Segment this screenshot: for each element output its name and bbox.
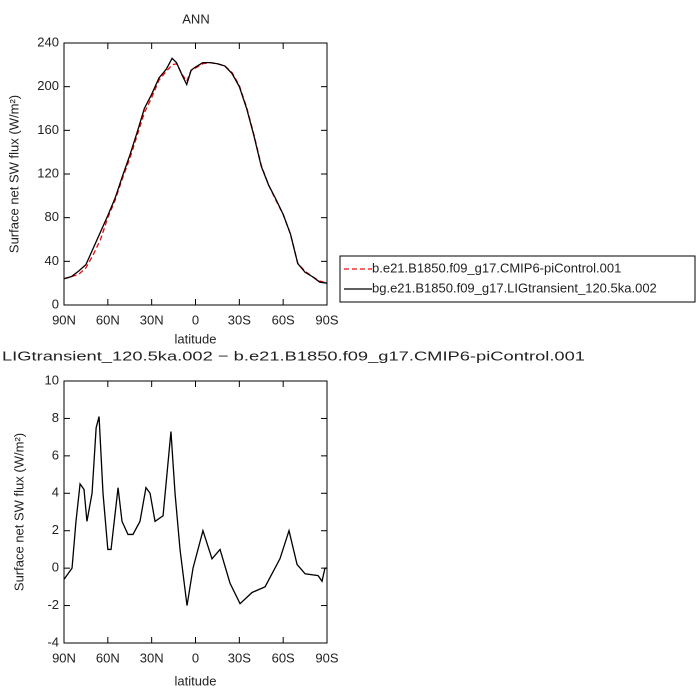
y-tick-label: 120 xyxy=(37,165,59,180)
y-tick-label: 4 xyxy=(52,485,59,500)
y-tick-label: 80 xyxy=(45,209,59,224)
x-tick-label: 90N xyxy=(52,650,76,665)
x-tick-label: 30N xyxy=(140,650,164,665)
chart-title: LIGtransient_120.5ka.002 − b.e21.B1850.f… xyxy=(2,348,585,363)
x-tick-label: 90N xyxy=(52,312,76,327)
y-tick-label: 2 xyxy=(52,522,59,537)
y-tick-label: 200 xyxy=(37,78,59,93)
y-tick-label: 160 xyxy=(37,122,59,137)
x-tick-label: 30S xyxy=(228,312,251,327)
y-tick-label: -4 xyxy=(47,634,59,649)
y-tick-label: -2 xyxy=(47,597,59,612)
x-tick-label: 60N xyxy=(96,312,120,327)
x-axis-label: latitude xyxy=(175,331,217,346)
chart-title: ANN xyxy=(182,11,209,26)
y-axis-label: Surface net SW flux (W/m²) xyxy=(6,95,21,253)
x-tick-label: 30S xyxy=(228,650,251,665)
data-line xyxy=(63,57,328,284)
x-axis-label: latitude xyxy=(175,673,217,688)
x-tick-label: 60S xyxy=(272,312,295,327)
y-tick-label: 0 xyxy=(52,296,59,311)
x-tick-label: 0 xyxy=(192,650,199,665)
y-tick-label: 6 xyxy=(52,447,59,462)
x-tick-label: 90S xyxy=(315,312,338,327)
legend-label: b.e21.B1850.f09_g17.CMIP6-piControl.001 xyxy=(372,260,621,275)
x-tick-label: 90S xyxy=(315,650,338,665)
legend-box xyxy=(339,255,696,303)
x-tick-label: 60S xyxy=(272,650,295,665)
x-tick-label: 30N xyxy=(140,312,164,327)
data-line xyxy=(63,61,328,284)
y-tick-label: 240 xyxy=(37,34,59,49)
plot-frame xyxy=(63,380,328,644)
x-tick-label: 0 xyxy=(192,312,199,327)
data-line xyxy=(63,416,327,606)
plot-frame xyxy=(63,42,328,306)
y-tick-label: 40 xyxy=(45,253,59,268)
x-tick-label: 60N xyxy=(96,650,120,665)
y-tick-label: 0 xyxy=(52,560,59,575)
legend-label: bg.e21.B1850.f09_g17.LIGtransient_120.5k… xyxy=(372,280,657,295)
y-axis-label: Surface net SW flux (W/m²) xyxy=(11,433,26,591)
y-tick-label: 8 xyxy=(52,410,59,425)
y-tick-label: 10 xyxy=(45,372,59,387)
